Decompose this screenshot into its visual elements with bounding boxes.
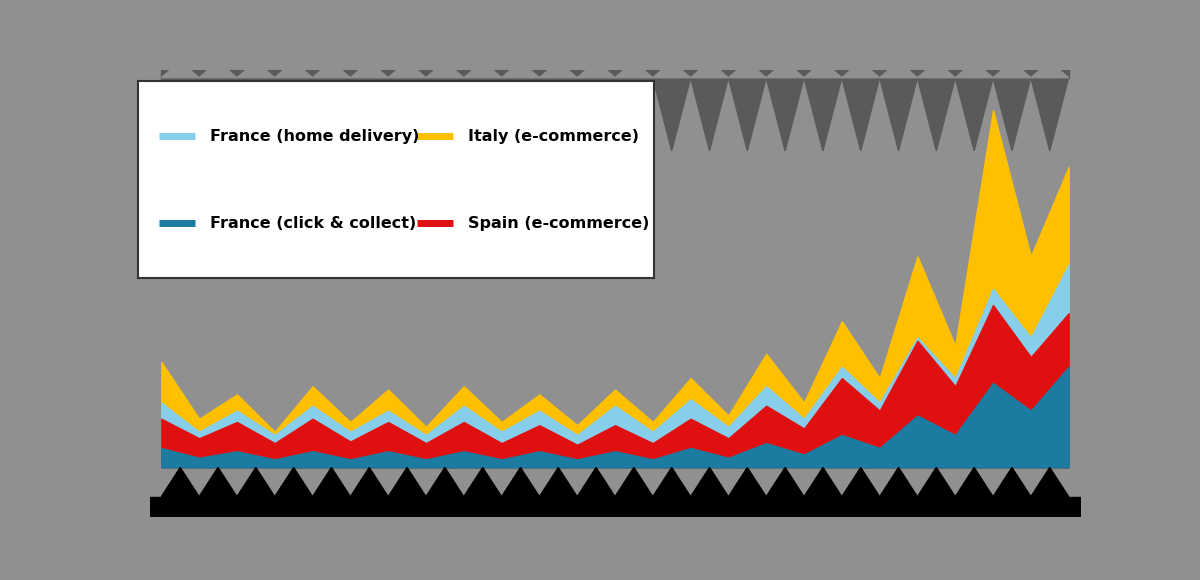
Polygon shape	[236, 78, 275, 151]
Polygon shape	[918, 78, 955, 151]
Polygon shape	[767, 61, 804, 78]
Polygon shape	[616, 61, 653, 78]
Polygon shape	[918, 467, 955, 496]
Polygon shape	[728, 78, 767, 151]
Polygon shape	[994, 78, 1031, 151]
Polygon shape	[728, 61, 767, 78]
Polygon shape	[426, 78, 463, 151]
Polygon shape	[463, 467, 502, 496]
Polygon shape	[1031, 467, 1069, 496]
Polygon shape	[312, 61, 350, 78]
Polygon shape	[880, 78, 918, 151]
Polygon shape	[275, 78, 312, 151]
Polygon shape	[312, 78, 350, 151]
Polygon shape	[388, 78, 426, 151]
Polygon shape	[842, 61, 880, 78]
Polygon shape	[577, 467, 616, 496]
Polygon shape	[994, 467, 1031, 496]
Polygon shape	[426, 467, 463, 496]
Polygon shape	[653, 467, 691, 496]
Text: France (home delivery): France (home delivery)	[210, 129, 420, 144]
Polygon shape	[236, 61, 275, 78]
Polygon shape	[275, 467, 312, 496]
Polygon shape	[426, 61, 463, 78]
Polygon shape	[236, 467, 275, 496]
Polygon shape	[350, 467, 388, 496]
Polygon shape	[502, 61, 539, 78]
Polygon shape	[691, 78, 728, 151]
Polygon shape	[199, 78, 236, 151]
Polygon shape	[463, 78, 502, 151]
Polygon shape	[312, 467, 350, 496]
Polygon shape	[199, 467, 236, 496]
Polygon shape	[539, 467, 577, 496]
Polygon shape	[804, 467, 842, 496]
Polygon shape	[1031, 61, 1069, 78]
Polygon shape	[577, 61, 616, 78]
Polygon shape	[918, 61, 955, 78]
Polygon shape	[691, 61, 728, 78]
Polygon shape	[842, 467, 880, 496]
Polygon shape	[880, 467, 918, 496]
Polygon shape	[955, 467, 994, 496]
Polygon shape	[691, 467, 728, 496]
Polygon shape	[653, 61, 691, 78]
Polygon shape	[804, 61, 842, 78]
Text: Spain (e-commerce): Spain (e-commerce)	[468, 216, 649, 231]
Polygon shape	[955, 78, 994, 151]
Polygon shape	[388, 467, 426, 496]
Polygon shape	[350, 61, 388, 78]
Polygon shape	[350, 78, 388, 151]
Polygon shape	[880, 61, 918, 78]
Polygon shape	[842, 78, 880, 151]
Polygon shape	[463, 61, 502, 78]
Text: Italy (e-commerce): Italy (e-commerce)	[468, 129, 640, 144]
Polygon shape	[616, 467, 653, 496]
Polygon shape	[616, 78, 653, 151]
Polygon shape	[539, 78, 577, 151]
Polygon shape	[275, 61, 312, 78]
Polygon shape	[388, 61, 426, 78]
Polygon shape	[161, 61, 199, 78]
Polygon shape	[728, 467, 767, 496]
Polygon shape	[502, 467, 539, 496]
Polygon shape	[161, 78, 199, 151]
Text: France (click & collect): France (click & collect)	[210, 216, 416, 231]
Polygon shape	[1031, 78, 1069, 151]
Polygon shape	[767, 78, 804, 151]
Polygon shape	[767, 467, 804, 496]
Polygon shape	[955, 61, 994, 78]
Polygon shape	[199, 61, 236, 78]
Polygon shape	[161, 467, 199, 496]
Polygon shape	[502, 78, 539, 151]
Polygon shape	[539, 61, 577, 78]
Polygon shape	[577, 78, 616, 151]
Polygon shape	[653, 78, 691, 151]
Polygon shape	[994, 61, 1031, 78]
Polygon shape	[804, 78, 842, 151]
